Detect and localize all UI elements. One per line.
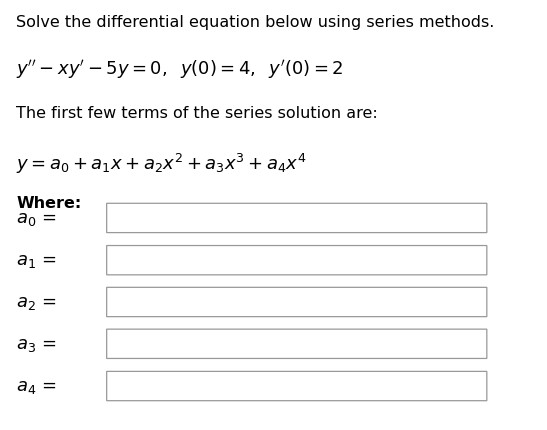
Text: $y = a_0 + a_1 x + a_2 x^2 + a_3 x^3 + a_4 x^4$: $y = a_0 + a_1 x + a_2 x^2 + a_3 x^3 + a… — [16, 151, 307, 175]
FancyBboxPatch shape — [107, 329, 487, 359]
Text: $a_1$ =: $a_1$ = — [16, 252, 57, 270]
FancyBboxPatch shape — [107, 246, 487, 275]
Text: $a_3$ =: $a_3$ = — [16, 335, 57, 353]
FancyBboxPatch shape — [107, 204, 487, 233]
FancyBboxPatch shape — [107, 288, 487, 317]
Text: Solve the differential equation below using series methods.: Solve the differential equation below us… — [16, 15, 495, 30]
Text: Where:: Where: — [16, 196, 82, 211]
Text: $a_2$ =: $a_2$ = — [16, 293, 57, 311]
Text: $a_4$ =: $a_4$ = — [16, 377, 57, 395]
Text: $a_0$ =: $a_0$ = — [16, 209, 57, 227]
Text: The first few terms of the series solution are:: The first few terms of the series soluti… — [16, 105, 378, 120]
Text: $y'' - xy' - 5y = 0, \;\; y(0) = 4, \;\; y'(0) = 2$: $y'' - xy' - 5y = 0, \;\; y(0) = 4, \;\;… — [16, 58, 344, 81]
FancyBboxPatch shape — [107, 372, 487, 401]
